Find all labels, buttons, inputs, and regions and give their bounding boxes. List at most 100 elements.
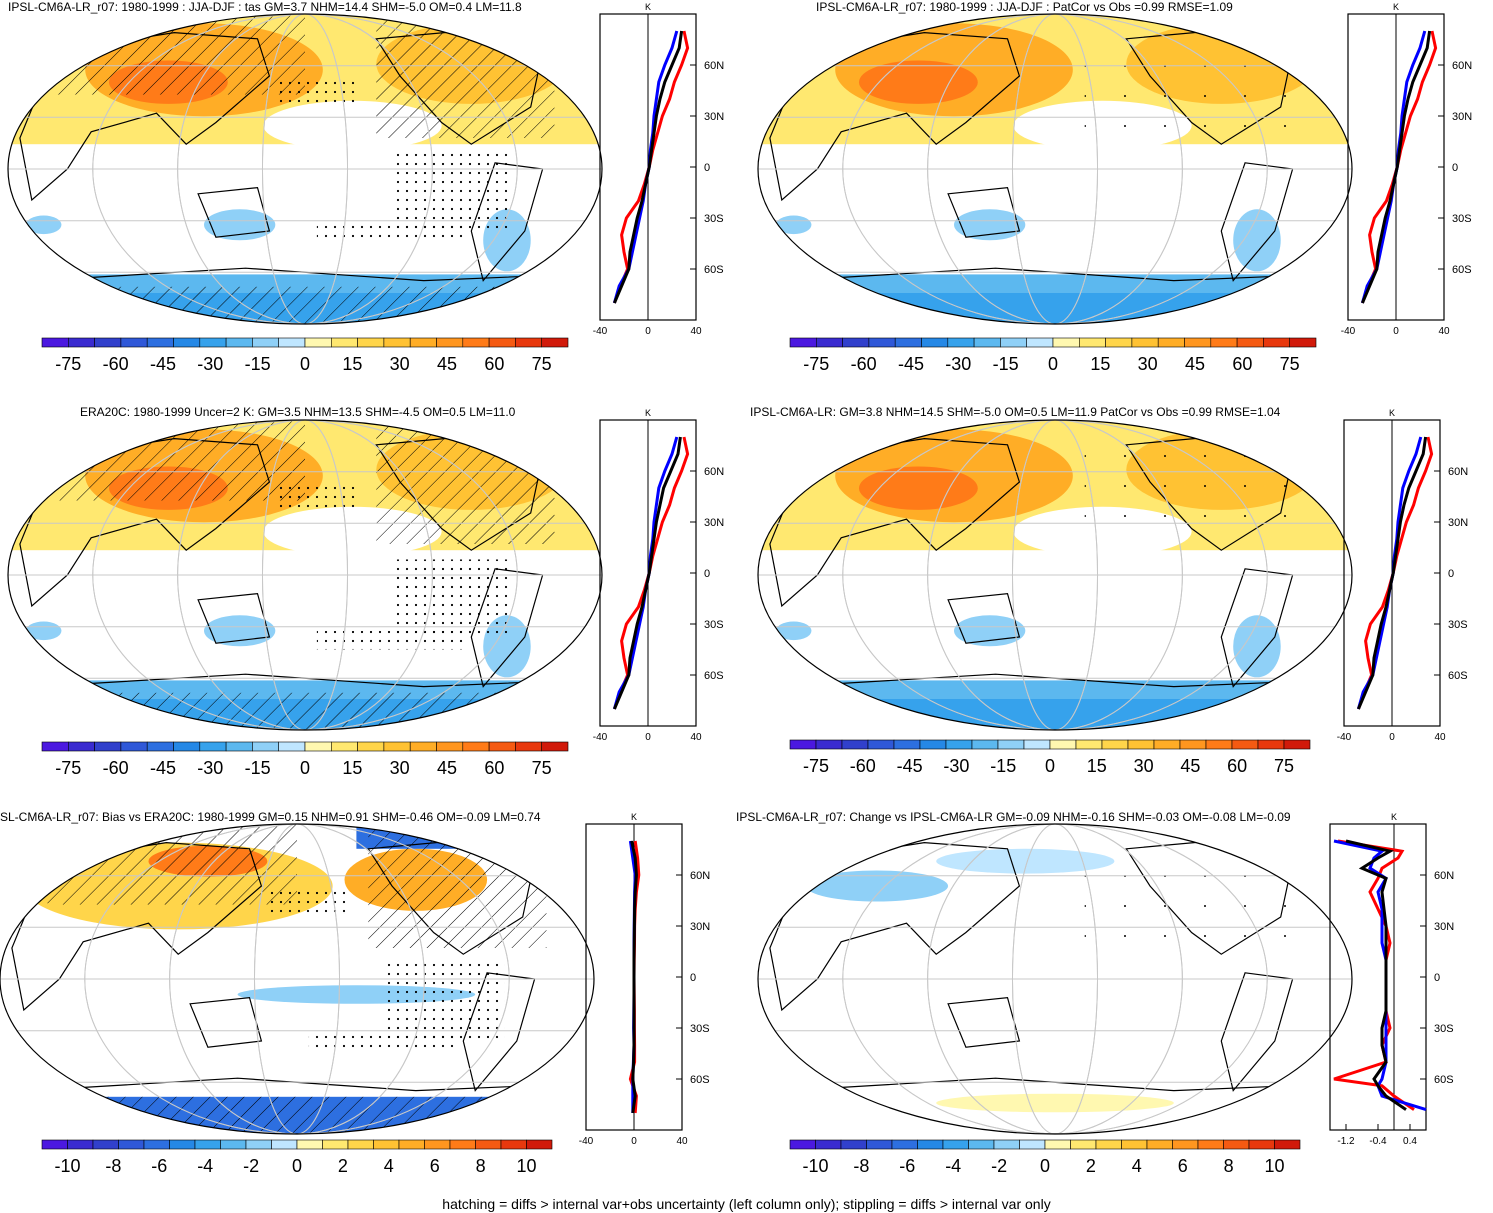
colorbar-cell [1075, 739, 1103, 750]
colorbar-cell [1231, 739, 1259, 750]
colorbar-cell [1172, 1139, 1199, 1150]
colorbar-cell [488, 741, 516, 752]
zonal-profile-4: K -40 0 40 60N 30N 0 30S 60S [1337, 408, 1468, 743]
profile-line-blue [1356, 436, 1423, 710]
zonal-profile-3: K -40 0 40 60N 30N 0 30S 60S [593, 408, 724, 743]
colorbar-cell [120, 741, 148, 752]
profile-ytick-label: 0 [1452, 162, 1458, 174]
colorbar-cell [1052, 337, 1080, 348]
colorbar-tick-label: -4 [197, 1156, 213, 1176]
profile-ytick-label: 60S [1434, 1074, 1454, 1086]
hatching-nh [55, 420, 305, 501]
coastline-2 [947, 592, 1021, 644]
profile-ytick-label: 60N [1434, 870, 1454, 882]
profile-unit-label: K [1391, 812, 1397, 822]
colorbar-tick-label: -6 [151, 1156, 167, 1176]
colorbar-cell [789, 1139, 816, 1150]
colorbar-cell [173, 741, 201, 752]
profile-line-black [613, 30, 684, 304]
coastline-2 [197, 186, 271, 238]
profile-ytick-label: 30N [690, 921, 710, 933]
colorbar-cell [1044, 1139, 1071, 1150]
profile-xtick-label: 40 [1438, 326, 1450, 337]
coastline-1 [769, 437, 1021, 608]
colorbar-cell [1153, 739, 1181, 750]
colorbar-cell [917, 1139, 944, 1150]
map-panel-3 [7, 419, 603, 731]
colorbar-cell [252, 337, 279, 348]
map-outline [757, 419, 1353, 731]
stipple-south [308, 1034, 458, 1054]
zonal-profile-2: K -40 0 40 60N 30N 0 30S 60S [1341, 2, 1472, 337]
profile-xtick-label: 0.4 [1403, 1136, 1417, 1147]
colorbar-tick-label: -60 [103, 354, 129, 374]
colorbar-tick-label: -30 [197, 354, 223, 374]
stipple-tropics [394, 153, 513, 231]
coastline-4 [1220, 972, 1294, 1092]
change-arctic-cool [936, 848, 1115, 874]
antarctic-core [758, 699, 1352, 730]
coastline-4 [1220, 162, 1294, 282]
colorbar-cell [815, 337, 843, 348]
profile-line-black [630, 840, 638, 1114]
colorbar-cell [146, 337, 174, 348]
profile-ytick-label: 30S [1452, 213, 1472, 225]
colorbar-cell [919, 739, 947, 750]
coastline-2 [189, 996, 263, 1048]
colorbar-cell [1289, 337, 1317, 348]
colorbar-tick-label: -6 [899, 1156, 915, 1176]
colorbar-cell [1197, 1139, 1224, 1150]
colorbar-cell [526, 1139, 553, 1150]
colorbar-tick-label: -75 [803, 756, 829, 776]
colorbar-tick-label: -15 [993, 354, 1019, 374]
colorbar-cell [868, 337, 896, 348]
profile-xtick-label: -40 [593, 326, 608, 337]
colorbar-cell [1070, 1139, 1097, 1150]
colorbar-cell [971, 739, 999, 750]
colorbar-tick-label: -75 [55, 758, 81, 778]
colorbar-tick-label: 15 [342, 354, 362, 374]
colorbar-tick-label: 0 [292, 1156, 302, 1176]
safrica-cool [25, 215, 62, 235]
colorbar-cell [278, 337, 306, 348]
profile-xtick-label: 0 [1389, 732, 1395, 743]
profile-unit-label: K [645, 408, 651, 418]
profile-xtick-label: -0.4 [1369, 1136, 1387, 1147]
colorbar-tick-label: -45 [150, 758, 176, 778]
colorbar-tick-label: 2 [1086, 1156, 1096, 1176]
colorbar-tick-label: -10 [802, 1156, 828, 1176]
colorbar-cell [296, 1139, 323, 1150]
profile-ytick-label: 60N [704, 466, 724, 478]
map-panel-6 [757, 823, 1353, 1135]
colorbar-cell [1146, 1139, 1173, 1150]
profile-ytick-label: 0 [1434, 972, 1440, 984]
colorbar-cell [789, 337, 817, 348]
profile-ytick-label: 30N [1434, 921, 1454, 933]
stipple-pacific [275, 482, 359, 513]
colorbar-cell [194, 1139, 221, 1150]
colorbar-cell [252, 741, 279, 752]
colorbar-cell [997, 739, 1025, 750]
profile-ytick-label: 0 [1448, 568, 1454, 580]
colorbar-tick-label: 0 [1048, 354, 1058, 374]
colorbar-tick-label: 15 [1090, 354, 1110, 374]
colorbar-cell [1236, 337, 1264, 348]
profile-xtick-label: 40 [676, 1136, 688, 1147]
colorbar-cell [1023, 739, 1051, 750]
colorbar-cell [1121, 1139, 1148, 1150]
colorbar-tick-label: -2 [243, 1156, 259, 1176]
colorbar-cell [789, 739, 817, 750]
colorbar-3: -75 -60 -45 -30 -15 0 15 30 45 60 75 [41, 741, 569, 778]
colorbar-cell [278, 741, 306, 752]
colorbar-cell [475, 1139, 502, 1150]
colorbar-tick-label: 30 [1138, 354, 1158, 374]
colorbar-cell [1131, 337, 1159, 348]
colorbar-cell [1263, 337, 1291, 348]
colorbar-cell [409, 741, 437, 752]
colorbar-tick-label: 10 [1264, 1156, 1284, 1176]
colorbar-tick-label: 75 [532, 354, 552, 374]
colorbar-cell [894, 337, 922, 348]
colorbar-cell [220, 1139, 247, 1150]
colorbar-cell [1223, 1139, 1250, 1150]
profile-ytick-label: 0 [704, 568, 710, 580]
